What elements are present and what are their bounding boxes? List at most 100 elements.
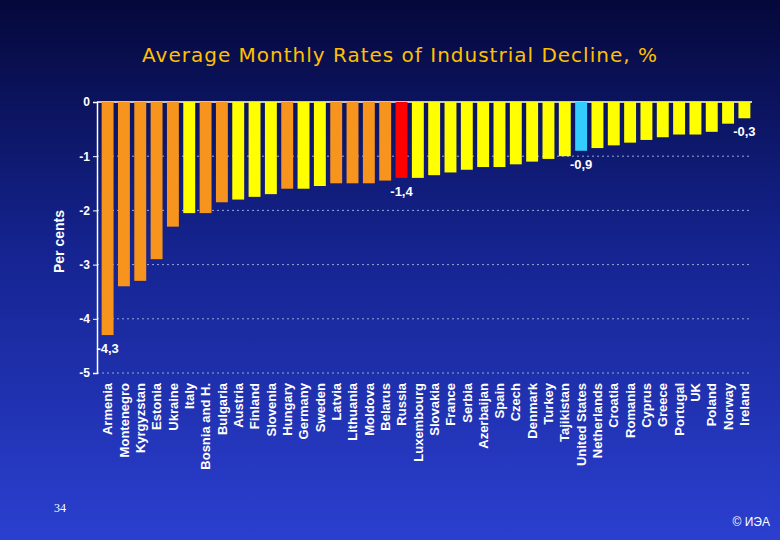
value-label: -1,4	[390, 184, 413, 199]
y-tick-mark	[93, 210, 97, 211]
y-tick-label: 0	[83, 95, 90, 109]
x-tick-label: United States	[574, 383, 589, 466]
bar	[738, 102, 750, 118]
bar	[118, 102, 130, 286]
x-tick-label: Sweden	[313, 383, 328, 432]
x-tick-label: Finland	[247, 383, 262, 429]
x-tick: Slovenia	[264, 382, 279, 436]
bar	[722, 102, 734, 124]
bar	[673, 102, 685, 135]
zero-line	[97, 101, 752, 103]
grid-line	[97, 156, 752, 157]
x-tick-label: Kyrgyzstan	[133, 383, 148, 453]
x-tick: Poland	[704, 383, 719, 426]
bars	[102, 102, 751, 335]
bar	[151, 102, 163, 259]
bar	[396, 102, 408, 178]
value-label: -4,3	[96, 341, 118, 356]
x-tick-label: Turkey	[541, 382, 556, 424]
y-tick: -3	[79, 258, 97, 272]
x-tick-label: Tajikistan	[557, 383, 572, 442]
chart: 0 -1 -2 -3 -4 -5 ArmeniaMontenegroKyrgyzstanEs…	[0, 0, 780, 540]
bar	[510, 102, 522, 164]
bar	[608, 102, 620, 145]
y-tick-label: -4	[79, 312, 90, 326]
y-tick-mark	[93, 373, 97, 374]
x-tick: UK	[688, 382, 703, 401]
bar	[249, 102, 261, 197]
x-tick: Estonia	[149, 382, 164, 430]
x-tick: Tajikistan	[557, 383, 572, 442]
x-tick-label: Bosnia and H.	[198, 383, 213, 470]
x-tick: Azerbaijan	[476, 383, 491, 449]
x-tick-label: Greece	[655, 383, 670, 427]
x-tick-label: Ireland	[737, 383, 752, 426]
x-tick-label: Slovakia	[427, 382, 442, 436]
x-tick-label: Italy	[182, 382, 197, 409]
bar	[265, 102, 277, 194]
x-tick: Serbia	[460, 382, 475, 423]
y-axis-title: Per cents	[51, 210, 67, 273]
bar	[363, 102, 375, 183]
x-tick-label: Hungary	[280, 382, 295, 436]
bar	[591, 102, 603, 148]
bar	[167, 102, 179, 227]
x-tick-label: Germany	[296, 382, 311, 439]
y-tick-label: -2	[79, 204, 90, 218]
x-axis: ArmeniaMontenegroKyrgyzstanEstoniaUkrain…	[100, 382, 752, 469]
bar	[200, 102, 212, 213]
x-tick: Norway	[721, 382, 736, 430]
x-tick-label: Cyprus	[639, 383, 654, 428]
x-tick-label: Poland	[704, 383, 719, 426]
y-tick: -5	[79, 366, 97, 380]
bar	[526, 102, 538, 162]
x-tick-label: Netherlands	[590, 383, 605, 458]
title: Average Monthly Rates of Industrial Decl…	[142, 43, 658, 67]
y-tick-mark	[93, 319, 97, 320]
bar	[461, 102, 473, 170]
bar	[640, 102, 652, 140]
x-tick-label: Bulgaria	[215, 382, 230, 435]
bar	[559, 102, 571, 156]
grid-line	[97, 373, 752, 374]
y-tick-mark	[93, 102, 97, 103]
bar	[494, 102, 506, 167]
bar	[477, 102, 489, 167]
grid-line	[97, 264, 752, 265]
value-label: -0,9	[570, 157, 592, 172]
x-tick-label: Denmark	[525, 382, 540, 438]
x-tick-label: Moldova	[362, 382, 377, 435]
y-tick: -4	[79, 312, 97, 326]
x-tick-label: Luxembourg	[411, 383, 426, 462]
x-tick: Portugal	[672, 383, 687, 436]
x-tick: United States	[574, 383, 589, 466]
x-tick: Romania	[623, 382, 638, 438]
y-tick: -2	[79, 204, 97, 218]
bar	[575, 102, 587, 151]
y-tick-label: -3	[79, 258, 90, 272]
x-tick: France	[443, 383, 458, 426]
x-tick: Ireland	[737, 383, 752, 426]
x-tick-label: Croatia	[606, 382, 621, 428]
bar	[379, 102, 391, 181]
x-tick-label: Latvia	[329, 382, 344, 420]
x-tick: Cyprus	[639, 383, 654, 428]
bar	[314, 102, 326, 186]
x-tick: Russia	[394, 382, 409, 425]
y-tick-mark	[93, 156, 97, 157]
y-tick-label: -5	[79, 366, 90, 380]
x-tick-label: Montenegro	[117, 383, 132, 457]
x-tick-label: Czech	[508, 383, 523, 421]
x-tick: Czech	[508, 383, 523, 421]
x-tick-label: Portugal	[672, 383, 687, 436]
y-axis: 0 -1 -2 -3 -4 -5	[79, 95, 97, 380]
x-tick-label: Ukraine	[166, 383, 181, 431]
bar	[689, 102, 701, 135]
x-tick-label: Azerbaijan	[476, 383, 491, 449]
x-tick: Austria	[231, 382, 246, 428]
x-tick: Ukraine	[166, 383, 181, 431]
x-tick: Spain	[492, 383, 507, 418]
x-tick: Turkey	[541, 382, 556, 424]
bar	[412, 102, 424, 178]
y-tick-label: -1	[79, 150, 90, 164]
